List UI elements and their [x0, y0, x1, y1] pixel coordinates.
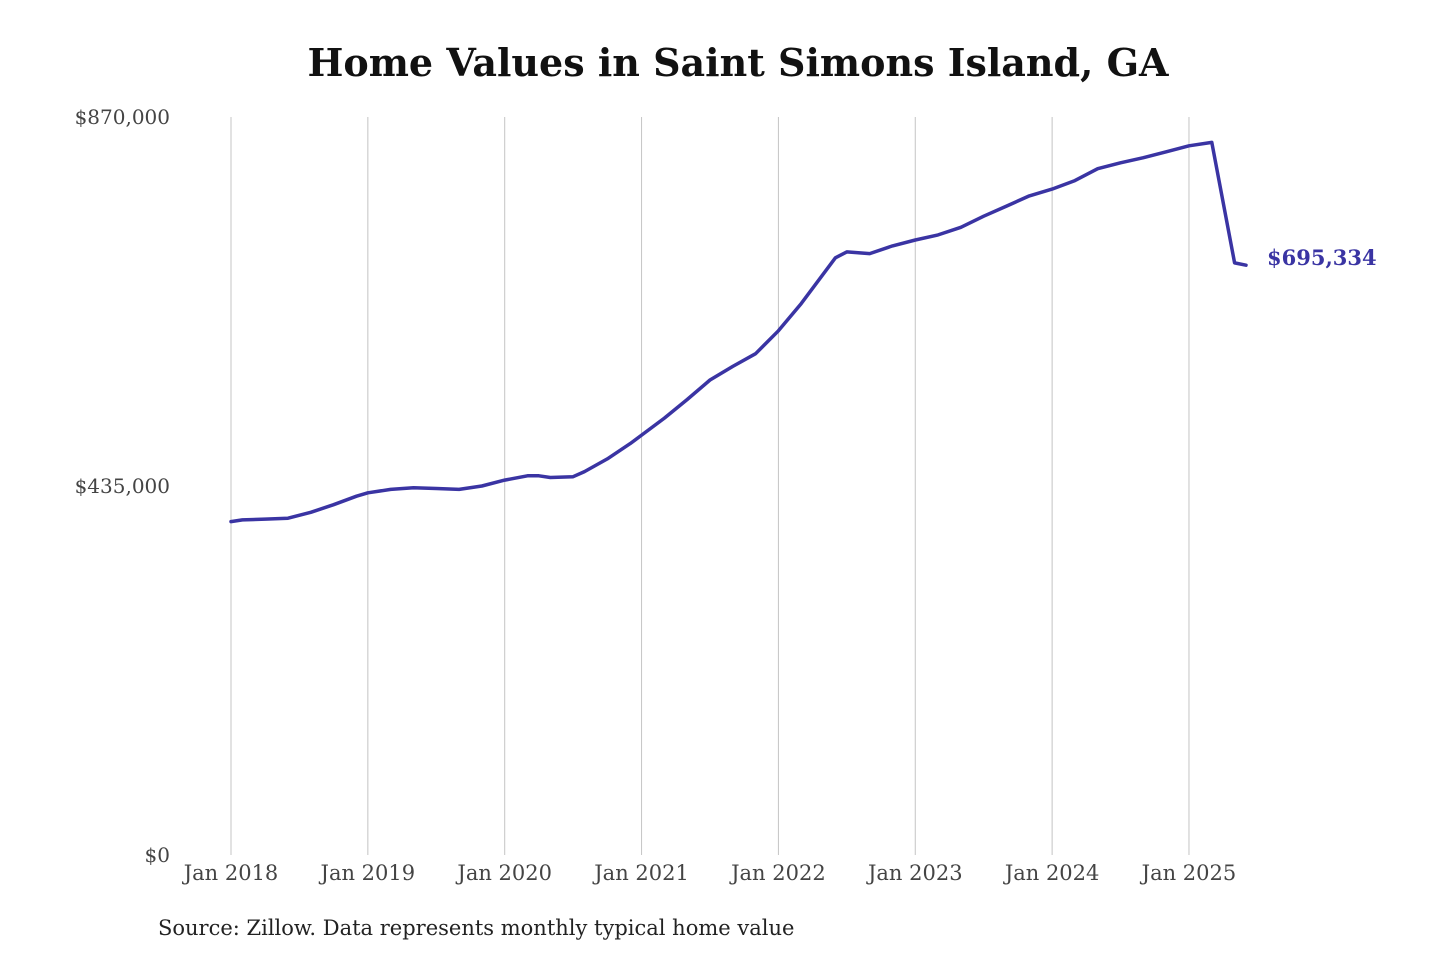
source-note: Source: Zillow. Data represents monthly … — [158, 916, 795, 940]
y-axis-ticks: $0 $435,000 $870,000 — [75, 105, 170, 867]
end-value-label-layer: $695,334 — [1267, 245, 1377, 270]
x-tick-label: Jan 2021 — [592, 861, 689, 885]
series-layer — [229, 140, 1248, 524]
x-tick-label: Jan 2020 — [455, 861, 552, 885]
x-tick-label: Jan 2022 — [729, 861, 826, 885]
y-tick-label: $0 — [145, 843, 170, 867]
x-tick-label: Jan 2025 — [1140, 861, 1237, 885]
end-value-label: $695,334 — [1267, 245, 1377, 270]
x-axis-ticks: Jan 2018 Jan 2019 Jan 2020 Jan 2021 Jan 2022… — [182, 861, 1237, 885]
y-tick-label: $435,000 — [75, 474, 170, 498]
x-tick-label: Jan 2024 — [1003, 861, 1100, 885]
x-tick-label: Jan 2018 — [182, 861, 279, 885]
x-tick-label: Jan 2019 — [319, 861, 416, 885]
y-tick-label: $870,000 — [75, 105, 170, 129]
gridlines — [230, 117, 1190, 855]
x-tick-label: Jan 2023 — [866, 861, 963, 885]
series-line-0 — [229, 140, 1248, 524]
chart-title: Home Values in Saint Simons Island, GA — [307, 40, 1169, 85]
